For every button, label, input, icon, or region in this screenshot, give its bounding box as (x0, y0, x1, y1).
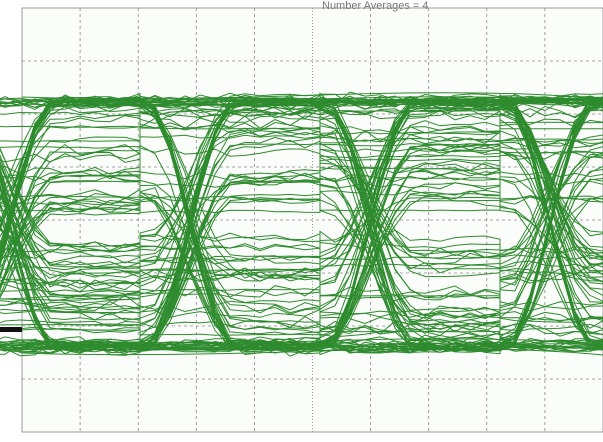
level-marker (0, 327, 22, 332)
averages-label: Number Averages = 4 (322, 0, 429, 12)
scope-screen: Number Averages = 4 (0, 0, 603, 442)
eye-diagram: Number Averages = 4 (0, 0, 603, 442)
